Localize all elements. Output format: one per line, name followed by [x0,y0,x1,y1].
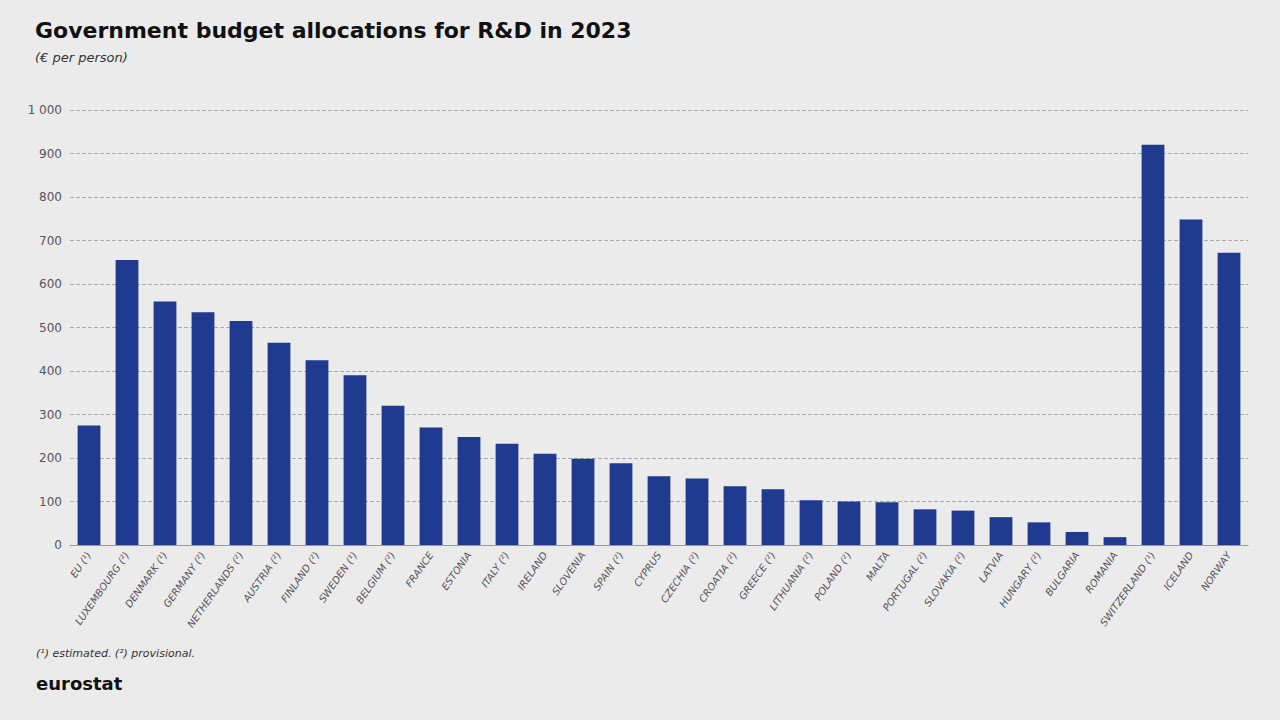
svg-text:LITHUANIA (²): LITHUANIA (²) [767,550,815,612]
svg-text:1 000: 1 000 [28,103,62,117]
svg-text:100: 100 [39,495,62,509]
svg-text:SLOVENIA: SLOVENIA [550,550,588,597]
svg-text:SPAIN (²): SPAIN (²) [591,550,625,592]
svg-text:200: 200 [39,451,62,465]
svg-text:CYPRUS: CYPRUS [632,549,664,588]
svg-text:HUNGARY (²): HUNGARY (²) [997,550,1043,610]
svg-text:MALTA: MALTA [864,550,892,583]
svg-text:SLOVAKIA (²): SLOVAKIA (²) [922,550,968,609]
svg-text:ROMANIA: ROMANIA [1083,550,1119,595]
svg-text:900: 900 [39,147,62,161]
svg-text:BULGARIA: BULGARIA [1043,550,1081,598]
svg-text:NORWAY: NORWAY [1199,549,1234,593]
svg-text:600: 600 [39,277,62,291]
svg-text:ITALY (²): ITALY (²) [479,550,511,590]
svg-text:FRANCE: FRANCE [403,549,436,589]
svg-text:DENMARK (¹): DENMARK (¹) [122,549,170,610]
svg-text:ESTONIA: ESTONIA [439,550,473,592]
svg-text:(€ per person): (€ per person) [35,50,128,65]
svg-text:SWEDEN (¹): SWEDEN (¹) [317,550,360,605]
svg-text:GREECE (²): GREECE (²) [737,550,778,602]
svg-text:CZECHIA (²): CZECHIA (²) [658,550,701,605]
svg-text:BELGIUM (²): BELGIUM (²) [354,550,398,606]
svg-text:POLAND (²): POLAND (²) [812,550,853,603]
svg-text:GERMANY (²): GERMANY (²) [161,549,208,610]
svg-text:500: 500 [39,321,62,335]
svg-text:Government budget allocations: Government budget allocations for R&D in… [35,18,631,43]
svg-text:EU (¹): EU (¹) [68,550,93,580]
svg-text:0: 0 [54,538,62,552]
svg-text:(¹) estimated. (²) provisional: (¹) estimated. (²) provisional. [36,647,195,660]
svg-text:FINLAND (²): FINLAND (²) [279,550,322,604]
svg-text:CROATIA (²): CROATIA (²) [697,550,740,604]
svg-text:ICELAND: ICELAND [1161,550,1195,592]
svg-text:LUXEMBOURG (²): LUXEMBOURG (²) [73,550,132,627]
svg-text:IRELAND: IRELAND [515,550,549,592]
svg-text:eurostat: eurostat [36,673,123,694]
svg-text:800: 800 [39,190,62,204]
svg-text:NETHERLANDS (²): NETHERLANDS (²) [185,550,245,630]
svg-text:AUSTRIA (²): AUSTRIA (²) [240,550,283,605]
svg-text:SWITZERLAND (¹): SWITZERLAND (¹) [1098,550,1158,628]
svg-text:700: 700 [39,234,62,248]
svg-text:PORTUGAL (²): PORTUGAL (²) [881,550,930,613]
svg-text:LATVIA: LATVIA [977,550,1006,585]
svg-text:300: 300 [39,408,62,422]
svg-text:400: 400 [39,364,62,378]
